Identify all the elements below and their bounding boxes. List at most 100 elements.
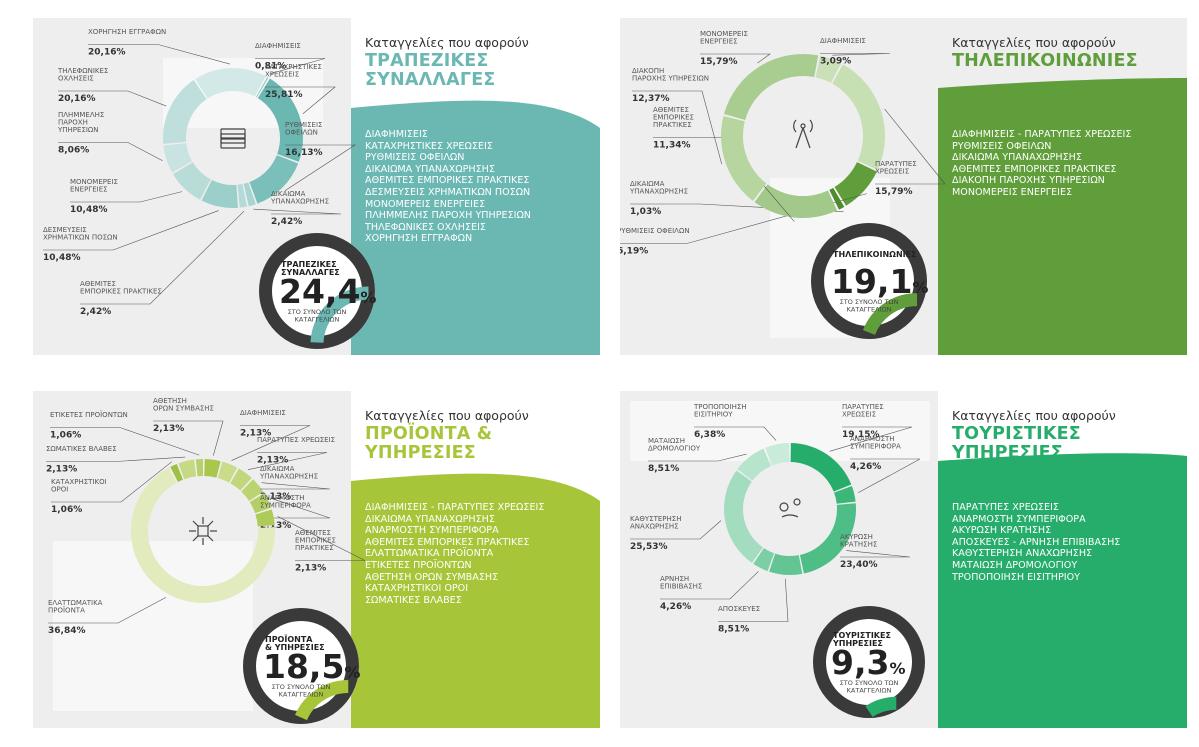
donut-slice: [832, 64, 885, 170]
slice-value-label: 15,79%: [875, 187, 913, 197]
slice-value-label: 16,13%: [285, 148, 323, 158]
leader-line: [694, 426, 777, 441]
category-list: ΔΙΑΦΗΜΙΣΕΙΣ - ΠΑΡΑΤΥΠΕΣ ΧΡΕΩΣΕΙΣ ΡΥΘΜΙΣΕΙ…: [952, 129, 1131, 199]
summary-disc: [259, 233, 375, 349]
slice-value-label: 8,06%: [58, 146, 89, 156]
slice-label: ΑΘΕΜΙΤΕΣ ΕΜΠΟΡΙΚΕΣ ΠΡΑΚΤΙΚΕΣ: [295, 529, 336, 552]
panel-banking: Καταγγελίες που αφορούν ΤΡΑΠΕΖΙΚΕΣ ΣΥΝΑΛ…: [33, 18, 600, 355]
slice-label: ΑΘΕΜΙΤΕΣ ΕΜΠΟΡΙΚΕΣ ΠΡΑΚΤΙΚΕΣ: [80, 280, 162, 296]
category-list-item: ΤΡΟΠΟΠΟΙΗΣΗ ΕΙΣΙΤΗΡΙΟΥ: [952, 571, 1080, 583]
category-list-item: ΔΙΑΦΗΜΙΣΕΙΣ: [365, 129, 428, 140]
slice-label: ΠΑΡΑΤΥΠΕΣ ΧΡΕΩΣΕΙΣ: [257, 436, 335, 444]
intro-text: Καταγγελίες που αφορούν: [952, 35, 1116, 50]
slice-value-label: 2,13%: [257, 456, 288, 466]
leader-line: [648, 453, 747, 462]
slice-label: ΤΗΛΕΦΩΝΙΚΕΣ ΟΧΛΗΣΕΙΣ: [57, 67, 108, 83]
leader-line: [850, 458, 921, 494]
donut-slice: [815, 55, 842, 83]
donut-slice: [195, 459, 203, 477]
slice-label: ΔΙΑΦΗΜΙΣΕΙΣ: [255, 42, 301, 50]
slice-label: ΔΙΚΑΙΩΜΑ ΥΠΑΝΑΧΩΡΗΣΗΣ: [259, 465, 318, 481]
leader-line: [265, 86, 336, 114]
summary-unit: %: [912, 278, 928, 297]
category-list-item: ΠΑΡΑΤΥΠΕΣ ΧΡΕΩΣΕΙΣ: [952, 502, 1059, 513]
slice-value-label: 23,40%: [840, 560, 878, 570]
summary-value: 9,3%: [831, 643, 906, 682]
donut-slice: [754, 184, 838, 218]
category-list-item: ΧΟΡΗΓΗΣΗ ΕΓΓΡΑΦΩΝ: [365, 233, 473, 245]
intro-text: Καταγγελίες που αφορούν: [365, 408, 529, 423]
donut-slice: [723, 53, 819, 120]
category-list: ΔΙΑΦΗΜΙΣΕΙΣ ΚΑΤΑΧΡΗΣΤΙΚΕΣ ΧΡΕΩΣΕΙΣ ΡΥΘΜΙΣΕ…: [365, 129, 531, 245]
accent-wedge: [351, 391, 600, 728]
slice-value-label: 20,16%: [88, 48, 126, 58]
panel-heading: ΤΟΥΡΙΣΤΙΚΕΣ ΥΠΗΡΕΣΙΕΣ: [952, 424, 1081, 463]
route-pin-icon: [779, 498, 801, 518]
slice-label: ΔΙΑΦΗΜΙΣΕΙΣ: [240, 409, 286, 417]
slice-label: ΣΩΜΑΤΙΚΕΣ ΒΛΑΒΕΣ: [46, 445, 117, 453]
summary-unit: %: [344, 663, 360, 682]
summary-value: 19,1%: [831, 262, 928, 301]
donut-slice: [249, 155, 299, 204]
panel-heading: ΤΗΛΕΠΙΚΟΙΝΩΝΙΕΣ: [952, 51, 1138, 71]
summary-subtitle: ΣΤΟ ΣΥΝΟΛΟ ΤΩΝ ΚΑΤΑΓΓΕΛΙΩΝ: [288, 308, 347, 324]
slice-value-label: 8,51%: [718, 625, 749, 635]
leader-line: [875, 108, 946, 185]
summary-ring-fill: [310, 286, 369, 344]
money-stack-icon: [220, 128, 246, 149]
leader-line: [51, 461, 173, 503]
slice-value-label: 25,53%: [630, 542, 668, 552]
donut-slice: [178, 459, 197, 480]
leader-line: [277, 516, 366, 561]
summary-value: 24,4%: [279, 272, 376, 311]
package-network-icon: [189, 517, 217, 545]
donut-slice: [724, 470, 763, 563]
category-list-item: ΑΘΕΜΙΤΕΣ ΕΜΠΟΡΙΚΕΣ ΠΡΑΚΤΙΚΕΣ: [365, 175, 530, 187]
panel-tourism: Καταγγελίες που αφορούν ΤΟΥΡΙΣΤΙΚΕΣ ΥΠΗΡ…: [620, 391, 1187, 728]
slice-value-label: 15,79%: [700, 57, 738, 67]
donut-slice: [163, 143, 193, 173]
slice-value-label: 11,34%: [653, 141, 691, 151]
slice-value-label: 2,13%: [260, 521, 291, 531]
donut-slice: [241, 479, 264, 501]
leader-line: [80, 210, 245, 305]
leader-line: [48, 597, 167, 624]
slice-value-label: 6,38%: [694, 430, 725, 440]
slice-value-label: 3,09%: [820, 57, 851, 67]
leader-line: [231, 425, 311, 461]
category-list-item: ΔΙΚΑΙΩΜΑ ΥΠΑΝΑΧΩΡΗΣΗΣ: [952, 152, 1082, 164]
leader-line: [660, 571, 759, 600]
leader-line: [247, 452, 328, 471]
slice-label: ΑΝΑΡΜΟΣΤΗ ΣΥΜΠΕΡΙΦΟΡΑ: [260, 494, 311, 510]
donut-slice: [173, 162, 211, 200]
slice-value-label: 2,42%: [80, 307, 111, 317]
slice-value-label: 8,51%: [648, 464, 679, 474]
leader-line: [255, 58, 326, 75]
category-list-item: ΡΥΘΜΙΣΕΙΣ ΟΦΕΙΛΩΝ: [365, 152, 465, 164]
leader-line: [43, 210, 219, 251]
panel-heading: ΠΡΟΪΟΝΤΑ & ΥΠΗΡΕΣΙΕΣ: [365, 424, 493, 463]
donut-chart: ΔΙΑΦΗΜΙΣΕΙΣ 0,81%ΚΑΤΑΧΡΗΣΤΙΚΕΣ ΧΡΕΩΣΕΙΣ 25,…: [43, 28, 376, 349]
slice-value-label: 6,19%: [620, 247, 648, 257]
accent-wedge: [938, 78, 1187, 355]
donut-slice: [249, 493, 272, 514]
leader-line: [829, 426, 913, 452]
slice-value-label: 19,15%: [842, 430, 880, 440]
slice-label: ΚΑΘΥΣΤΕΡΗΣΗ ΑΝΑΧΩΡΗΣΗΣ: [630, 515, 681, 531]
leader-line: [630, 520, 722, 540]
slice-label: ΑΡΝΗΣΗ ΕΠΙΒΙΒΑΣΗΣ: [660, 575, 702, 591]
slice-label: ΔΕΣΜΕΥΣΕΙΣ ΧΡΗΜΑΤΙΚΩΝ ΠΟΣΩΝ: [43, 226, 118, 242]
slice-label: ΕΛΑΤΤΩΜΑΤΙΚΑ ΠΡΟΪΟΝΤΑ: [48, 599, 103, 615]
category-list-item: ΔΙΚΑΙΩΜΑ ΥΠΑΝΑΧΩΡΗΣΗΣ: [365, 163, 495, 175]
donut-slice: [163, 80, 207, 144]
category-list-item: ΚΑΘΥΣΤΕΡΗΣΗ ΑΝΑΧΩΡΗΣΗΣ: [952, 548, 1093, 560]
slice-value-label: 2,13%: [46, 465, 77, 475]
donut-chart: ΔΙΑΦΗΜΙΣΕΙΣ 3,09% ΠΑΡΑΤΥΠΕΣ ΧΡΕΩΣΕΙΣ 15,79% Ρ…: [620, 30, 946, 339]
slice-label: ΕΤΙΚΕΤΕΣ ΠΡΟΪΟΝΤΩΝ: [50, 410, 128, 419]
slice-label: ΑΘΕΤΗΣΗ ΟΡΩΝ ΣΥΜΒΑΣΗΣ: [153, 397, 214, 413]
summary-value: 18,5%: [263, 647, 360, 686]
summary-ring-fill: [295, 679, 349, 721]
accent-wedge: [351, 18, 600, 355]
donut-slice: [834, 162, 877, 206]
